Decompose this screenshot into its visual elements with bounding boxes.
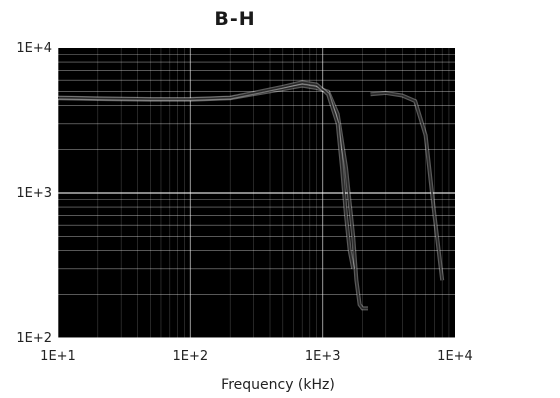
y-tick-label: 1E+4	[16, 41, 52, 56]
x-tick-label: 1E+4	[437, 349, 473, 364]
y-axis-ticks: 1E+2 1E+3 1E+4	[16, 41, 52, 346]
x-axis-ticks: 1E+1 1E+2 1E+3 1E+4	[40, 349, 473, 364]
series-2-line	[57, 81, 354, 269]
x-axis-label: Frequency (kHz)	[221, 377, 335, 393]
x-tick-label: 1E+1	[40, 349, 76, 364]
y-tick-label: 1E+2	[16, 331, 52, 346]
series-group	[57, 80, 445, 311]
chart-title: B-H	[214, 8, 256, 30]
series-3-line	[370, 92, 443, 281]
y-tick-label: 1E+3	[16, 186, 52, 201]
x-tick-label: 1E+2	[173, 349, 209, 364]
grid-lines	[57, 48, 455, 339]
x-tick-label: 1E+3	[305, 349, 341, 364]
